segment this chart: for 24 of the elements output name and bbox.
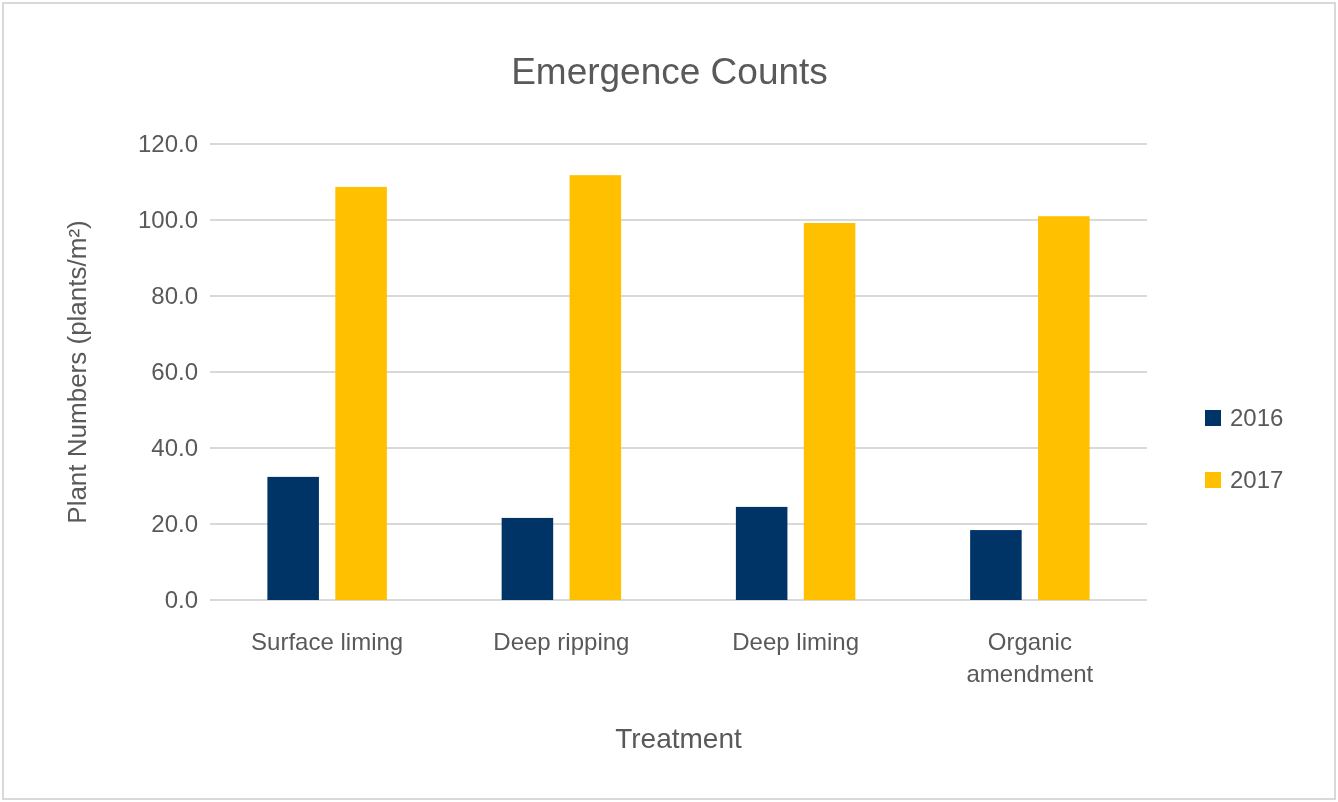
- y-tick-label: 20.0: [151, 510, 198, 538]
- x-tick-label: Surface liming: [251, 628, 404, 655]
- x-tick-label: Deep ripping: [493, 628, 630, 655]
- legend-label: 2016: [1230, 404, 1284, 431]
- bar: [1038, 216, 1090, 600]
- y-tick-label: 80.0: [151, 282, 198, 310]
- bar: [267, 476, 319, 600]
- bar: [501, 517, 554, 600]
- bar: [803, 223, 856, 600]
- x-axis-title: Treatment: [615, 723, 742, 754]
- legend-label: 2017: [1230, 466, 1284, 493]
- bar: [735, 506, 788, 600]
- y-tick-label: 60.0: [151, 358, 198, 386]
- y-tick-label: 100.0: [137, 206, 198, 234]
- bar: [970, 530, 1022, 600]
- x-tick-label: Deep liming: [732, 628, 859, 655]
- y-tick-label: 120.0: [137, 130, 198, 158]
- y-axis-title: Plant Numbers (plants/m²): [62, 220, 92, 524]
- y-tick-label: 40.0: [151, 434, 198, 462]
- y-tick-label: 0.0: [164, 586, 198, 614]
- x-tick-label: Organic amendment: [966, 628, 1094, 687]
- chart-title: Emergence Counts: [511, 51, 828, 92]
- bar: [335, 186, 387, 600]
- bar: [569, 175, 622, 600]
